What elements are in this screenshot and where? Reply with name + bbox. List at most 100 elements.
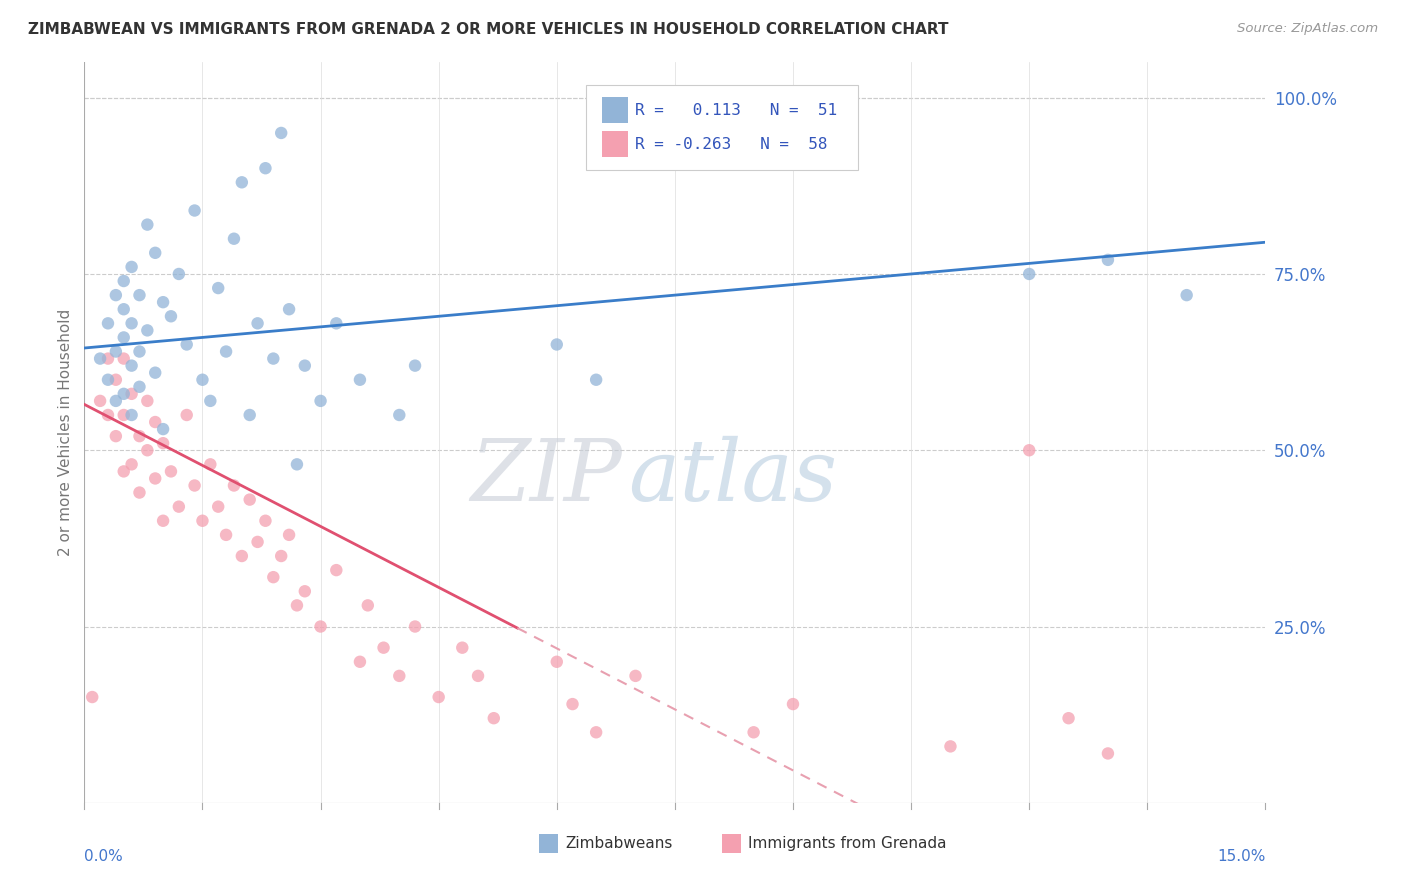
Y-axis label: 2 or more Vehicles in Household: 2 or more Vehicles in Household — [58, 309, 73, 557]
Point — [1097, 747, 1119, 761]
Point — [104, 429, 127, 443]
Text: Source: ZipAtlas.com: Source: ZipAtlas.com — [1237, 22, 1378, 36]
Point — [176, 408, 198, 422]
Point — [183, 203, 205, 218]
Point — [388, 408, 411, 422]
Point — [325, 563, 347, 577]
Point — [89, 393, 111, 408]
Point — [89, 351, 111, 366]
Bar — [538, 834, 558, 853]
Point — [200, 458, 222, 472]
Point — [285, 599, 308, 613]
Point — [121, 387, 143, 401]
Point — [349, 655, 371, 669]
Point — [254, 514, 277, 528]
Point — [167, 500, 190, 514]
Point — [451, 640, 474, 655]
Point — [373, 640, 395, 655]
Point — [325, 316, 347, 330]
Point — [121, 408, 143, 422]
Point — [262, 570, 284, 584]
Point — [152, 422, 174, 436]
Point — [143, 245, 166, 260]
Point — [1097, 252, 1119, 267]
Point — [239, 408, 262, 422]
Point — [97, 351, 120, 366]
Point — [160, 310, 183, 324]
Point — [357, 599, 380, 613]
Point — [246, 316, 269, 330]
Point — [128, 344, 150, 359]
Point — [128, 288, 150, 302]
Point — [128, 380, 150, 394]
Point — [246, 535, 269, 549]
Text: Immigrants from Grenada: Immigrants from Grenada — [748, 836, 946, 851]
Point — [239, 492, 262, 507]
Point — [160, 464, 183, 478]
Point — [97, 408, 120, 422]
Text: ZIMBABWEAN VS IMMIGRANTS FROM GRENADA 2 OR MORE VEHICLES IN HOUSEHOLD CORRELATIO: ZIMBABWEAN VS IMMIGRANTS FROM GRENADA 2 … — [28, 22, 949, 37]
Point — [270, 549, 292, 563]
Point — [742, 725, 765, 739]
Point — [112, 302, 135, 317]
Point — [546, 655, 568, 669]
Text: ZIP: ZIP — [470, 435, 621, 518]
Point — [215, 344, 238, 359]
Point — [112, 274, 135, 288]
Point — [1018, 267, 1040, 281]
Point — [427, 690, 450, 704]
Point — [624, 669, 647, 683]
Point — [285, 458, 308, 472]
Text: R =   0.113   N =  51: R = 0.113 N = 51 — [634, 103, 837, 118]
Point — [309, 393, 332, 408]
Point — [278, 528, 301, 542]
Point — [482, 711, 505, 725]
Point — [136, 323, 159, 337]
Point — [104, 393, 127, 408]
Point — [254, 161, 277, 176]
Bar — [602, 97, 627, 123]
Point — [112, 387, 135, 401]
Point — [231, 549, 253, 563]
Point — [404, 619, 426, 633]
Point — [97, 373, 120, 387]
Point — [121, 458, 143, 472]
Point — [128, 485, 150, 500]
Point — [200, 393, 222, 408]
Point — [136, 218, 159, 232]
Point — [270, 126, 292, 140]
Point — [121, 359, 143, 373]
Point — [231, 175, 253, 189]
Text: 0.0%: 0.0% — [84, 848, 124, 863]
Point — [207, 500, 229, 514]
FancyBboxPatch shape — [586, 85, 858, 169]
Point — [585, 725, 607, 739]
Point — [1057, 711, 1080, 725]
Point — [349, 373, 371, 387]
Point — [183, 478, 205, 492]
Point — [152, 436, 174, 450]
Point — [152, 514, 174, 528]
Text: 15.0%: 15.0% — [1218, 848, 1265, 863]
Point — [294, 584, 316, 599]
Point — [112, 351, 135, 366]
Bar — [602, 131, 627, 157]
Point — [143, 415, 166, 429]
Bar — [723, 834, 741, 853]
Point — [112, 408, 135, 422]
Point — [136, 443, 159, 458]
Point — [128, 429, 150, 443]
Point — [176, 337, 198, 351]
Point — [207, 281, 229, 295]
Point — [262, 351, 284, 366]
Point — [585, 373, 607, 387]
Point — [222, 232, 245, 246]
Point — [278, 302, 301, 317]
Text: atlas: atlas — [627, 435, 837, 518]
Point — [467, 669, 489, 683]
Point — [152, 295, 174, 310]
Point — [112, 330, 135, 344]
Point — [121, 316, 143, 330]
Point — [215, 528, 238, 542]
Point — [404, 359, 426, 373]
